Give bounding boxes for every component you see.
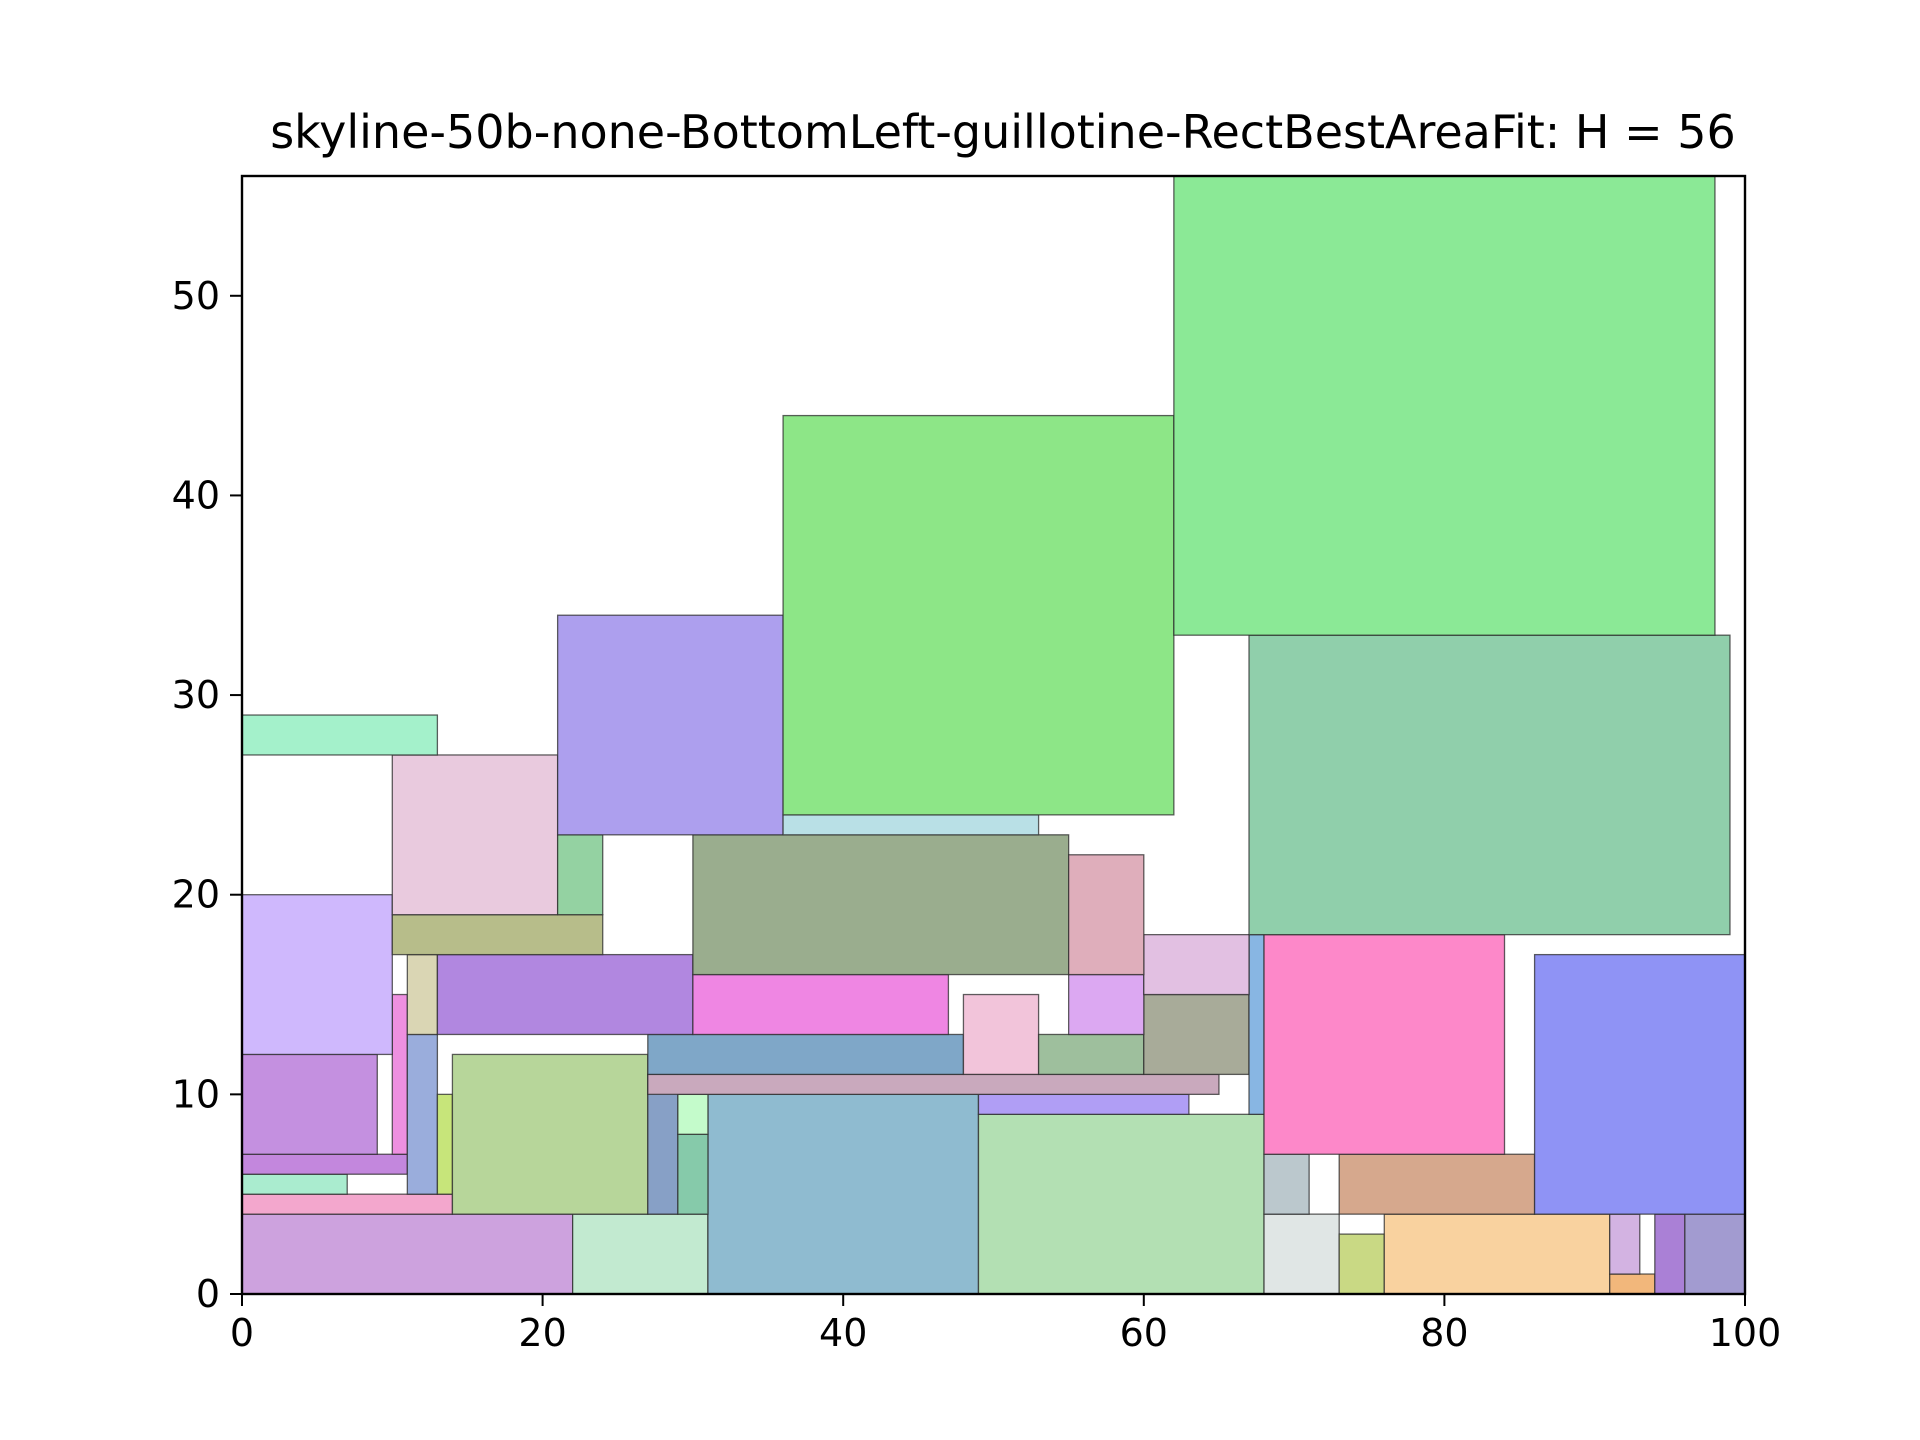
packed-rect-4 bbox=[1263, 1213, 1340, 1295]
packed-rect-2 bbox=[707, 1093, 980, 1295]
packed-rect-14 bbox=[241, 1053, 378, 1155]
packed-rect-13 bbox=[241, 1153, 408, 1175]
packed-rect-7 bbox=[1609, 1273, 1656, 1295]
packed-rect-18 bbox=[451, 1053, 649, 1215]
packed-rect-44 bbox=[556, 614, 784, 836]
packed-rect-27 bbox=[1143, 993, 1250, 1076]
y-tick-label-1: 10 bbox=[172, 1072, 220, 1116]
packed-rect-45 bbox=[782, 814, 1040, 836]
packed-rect-15 bbox=[391, 993, 408, 1155]
axes-layer: 0 20 40 60 80 100 0 10 20 30 40 50 bbox=[172, 174, 1782, 1355]
packed-rect-10 bbox=[1684, 1213, 1746, 1295]
packed-rect-48 bbox=[1248, 634, 1731, 936]
packed-rect-37 bbox=[1068, 973, 1145, 1036]
packed-rect-39 bbox=[692, 834, 1070, 976]
packed-rect-17 bbox=[436, 1093, 454, 1195]
x-tick-label-3: 60 bbox=[1120, 1311, 1168, 1355]
packed-rect-19 bbox=[647, 1073, 679, 1215]
plot-frame bbox=[240, 174, 1747, 1296]
packed-rect-31 bbox=[1263, 933, 1506, 1155]
packed-rect-46 bbox=[782, 414, 1175, 816]
packed-rect-34 bbox=[406, 953, 439, 1036]
packed-rect-26 bbox=[1037, 1033, 1145, 1076]
packed-rect-3 bbox=[977, 1113, 1265, 1295]
packed-rect-11 bbox=[241, 1193, 454, 1215]
y-tick-label-3: 30 bbox=[172, 673, 220, 717]
y-tick-label-2: 20 bbox=[172, 873, 220, 917]
rects-layer bbox=[241, 175, 1746, 1295]
packed-rect-0 bbox=[241, 1213, 574, 1295]
packed-rect-42 bbox=[391, 754, 559, 916]
packed-rect-5 bbox=[1338, 1233, 1385, 1295]
x-tick-label-2: 40 bbox=[819, 1311, 867, 1355]
packed-rect-8 bbox=[1609, 1213, 1641, 1275]
packed-rect-35 bbox=[436, 953, 694, 1036]
packed-rect-16 bbox=[406, 1033, 439, 1195]
packed-rect-30 bbox=[1338, 1153, 1536, 1215]
packed-rect-1 bbox=[572, 1213, 709, 1295]
packed-rect-29 bbox=[1263, 1153, 1310, 1215]
packed-rect-41 bbox=[391, 914, 604, 956]
packed-rect-6 bbox=[1383, 1213, 1611, 1295]
packed-rect-21 bbox=[677, 1093, 709, 1135]
y-tick-label-4: 40 bbox=[172, 473, 220, 517]
packed-rect-33 bbox=[241, 894, 393, 1056]
packed-rect-20 bbox=[677, 1133, 709, 1215]
y-tick-label-5: 50 bbox=[172, 274, 220, 318]
packed-rect-49 bbox=[1173, 175, 1716, 636]
packed-rect-40 bbox=[1068, 854, 1145, 976]
packed-rect-23 bbox=[647, 1073, 1220, 1096]
x-tick-label-4: 80 bbox=[1420, 1311, 1468, 1355]
y-tick-label-0: 0 bbox=[196, 1272, 220, 1316]
x-tick-label-0: 0 bbox=[230, 1311, 254, 1355]
packed-rect-36 bbox=[692, 973, 950, 1036]
x-tick-label-5: 100 bbox=[1709, 1311, 1782, 1355]
packed-rect-24 bbox=[647, 1033, 965, 1076]
packed-rect-12 bbox=[241, 1173, 348, 1195]
packed-rect-47 bbox=[241, 714, 439, 756]
packed-rect-9 bbox=[1654, 1213, 1686, 1295]
packed-rect-28 bbox=[1248, 933, 1265, 1115]
packed-rect-43 bbox=[556, 834, 604, 916]
packed-rect-32 bbox=[1533, 953, 1746, 1215]
x-tick-label-1: 20 bbox=[518, 1311, 566, 1355]
packed-rect-25 bbox=[962, 993, 1040, 1076]
chart-title: skyline-50b-none-BottomLeft-guillotine-R… bbox=[270, 105, 1736, 159]
packed-rect-22 bbox=[977, 1093, 1190, 1115]
packed-rect-38 bbox=[1143, 933, 1250, 996]
